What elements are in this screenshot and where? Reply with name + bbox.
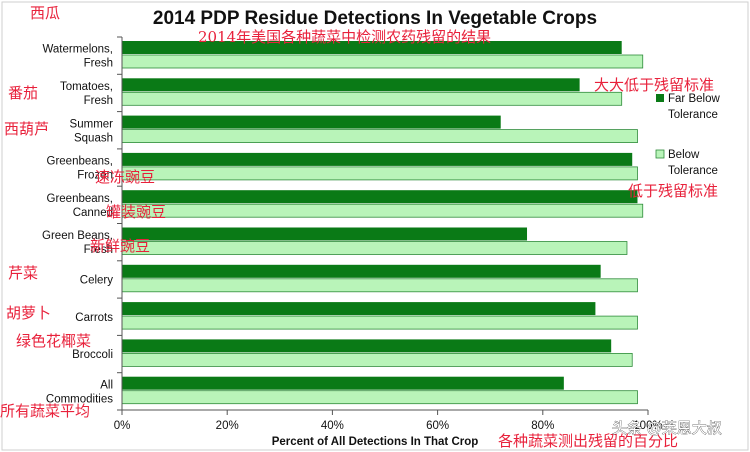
legend-label: Far Below <box>668 93 720 105</box>
bar-far-below-3 <box>122 152 633 166</box>
bar-below-0 <box>121 54 644 69</box>
bar-far-below-2 <box>122 115 501 129</box>
watermark-text: 头条 @莱恩大叔 <box>612 419 722 437</box>
bar-below-5 <box>121 241 628 255</box>
legend-label: Tolerance <box>668 165 718 177</box>
bar-far-below-8 <box>122 339 612 353</box>
bar-below-6 <box>121 278 638 293</box>
bar-below-2 <box>121 129 638 144</box>
category-label: Celery <box>80 274 113 286</box>
bar-below-7 <box>121 315 638 330</box>
category-label: All <box>100 379 113 391</box>
category-label: Broccoli <box>72 349 113 361</box>
annotation-subtitle-cn: 2014年美国各种蔬菜中检测农药残留的结果 <box>198 28 491 46</box>
category-label: Fresh <box>84 58 113 70</box>
annotation-label-cn: 西瓜 <box>30 4 60 22</box>
bar-far-below-1 <box>122 78 580 92</box>
x-tick-label: 80% <box>531 420 554 432</box>
bar-far-below-4 <box>122 190 638 204</box>
bar-far-below-7 <box>122 302 596 316</box>
annotation-label-cn: 番茄 <box>8 84 38 102</box>
bar-below-8 <box>121 352 633 367</box>
category-label: Fresh <box>84 95 113 107</box>
x-tick-label: 20% <box>216 420 239 432</box>
bar-below-9 <box>121 390 638 405</box>
category-label: Green Beans, <box>42 230 113 242</box>
annotation-legend2-cn: 低于残留标准 <box>628 182 718 200</box>
annotation-label-cn: 绿色花椰菜 <box>16 332 91 350</box>
annotation-label-cn: 西葫芦 <box>4 120 49 138</box>
bar-below-1 <box>121 91 623 106</box>
x-tick-label: 0% <box>114 420 131 432</box>
annotation-label-cn: 速冻豌豆 <box>95 168 155 186</box>
x-tick-label: 40% <box>321 420 344 432</box>
category-label: Commodities <box>46 393 113 405</box>
annotation-label-cn: 胡萝卜 <box>6 304 51 322</box>
x-tick-label: 100% <box>633 420 662 432</box>
legend-swatch-far-below <box>656 94 664 102</box>
annotation-label-cn: 罐装豌豆 <box>106 203 166 221</box>
chart-title: 2014 PDP Residue Detections In Vegetable… <box>153 8 597 29</box>
category-label: Greenbeans, <box>47 156 114 168</box>
category-label: Squash <box>74 132 113 144</box>
bar-below-3 <box>121 166 638 181</box>
category-label: Frozen <box>77 170 113 182</box>
bar-far-below-0 <box>122 41 622 54</box>
category-label: Summer <box>70 118 114 130</box>
category-label: Canned <box>73 207 113 219</box>
category-label: Carrots <box>75 312 113 324</box>
bar-far-below-5 <box>122 227 528 241</box>
category-label: Fresh <box>84 244 113 256</box>
category-label: Tomatoes, <box>60 81 113 93</box>
x-tick-label: 60% <box>426 420 449 432</box>
category-label: Watermelons, <box>42 44 113 56</box>
bar-below-4 <box>121 203 644 218</box>
legend-label: Below <box>668 149 700 161</box>
annotation-label-cn: 所有蔬菜平均 <box>0 402 90 420</box>
x-axis-label: Percent of All Detections In That Crop <box>272 436 479 448</box>
annotation-label-cn: 芹菜 <box>8 264 38 282</box>
legend-swatch-below <box>655 149 665 159</box>
category-label: Greenbeans, <box>47 193 114 205</box>
legend-label: Tolerance <box>668 109 718 121</box>
annotation-legend1-cn: 大大低于残留标准 <box>594 76 714 94</box>
bar-far-below-6 <box>122 264 601 278</box>
annotation-xlabel-cn: 各种蔬菜测出残留的百分比 <box>498 432 678 450</box>
annotation-label-cn: 新鲜豌豆 <box>90 237 150 255</box>
bar-far-below-9 <box>122 376 564 390</box>
